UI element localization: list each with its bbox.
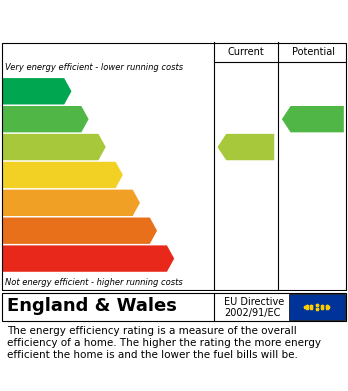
Polygon shape: [3, 162, 123, 188]
Text: (55-68): (55-68): [5, 170, 36, 179]
Text: The energy efficiency rating is a measure of the overall efficiency of a home. T: The energy efficiency rating is a measur…: [7, 326, 321, 360]
Polygon shape: [282, 106, 344, 133]
Text: B: B: [75, 112, 86, 126]
Text: (69-80): (69-80): [5, 143, 37, 152]
Text: E: E: [128, 196, 137, 210]
Text: Current: Current: [228, 47, 264, 57]
Text: Not energy efficient - higher running costs: Not energy efficient - higher running co…: [5, 278, 183, 287]
Text: D: D: [109, 168, 120, 182]
Text: Very energy efficient - lower running costs: Very energy efficient - lower running co…: [5, 63, 183, 72]
Polygon shape: [3, 190, 140, 216]
Text: Potential: Potential: [292, 47, 335, 57]
Text: 87: 87: [309, 113, 326, 126]
Polygon shape: [3, 78, 71, 104]
Text: 74: 74: [242, 140, 259, 154]
Text: (21-38): (21-38): [5, 226, 37, 235]
Polygon shape: [3, 134, 106, 160]
Text: Energy Efficiency Rating: Energy Efficiency Rating: [60, 11, 288, 30]
Text: (39-54): (39-54): [5, 198, 36, 207]
Text: England & Wales: England & Wales: [7, 297, 177, 315]
Text: C: C: [93, 140, 103, 154]
Polygon shape: [3, 106, 89, 133]
Text: G: G: [160, 251, 172, 265]
Polygon shape: [218, 134, 274, 160]
Text: EU Directive: EU Directive: [224, 297, 285, 307]
Polygon shape: [3, 246, 174, 272]
Text: F: F: [145, 224, 154, 238]
Text: (81-91): (81-91): [5, 115, 37, 124]
Text: (92-100): (92-100): [5, 87, 42, 96]
Polygon shape: [3, 217, 157, 244]
Bar: [289, 294, 345, 320]
Text: 2002/91/EC: 2002/91/EC: [224, 308, 281, 317]
Text: A: A: [58, 84, 69, 98]
Text: (1-20): (1-20): [5, 254, 31, 263]
